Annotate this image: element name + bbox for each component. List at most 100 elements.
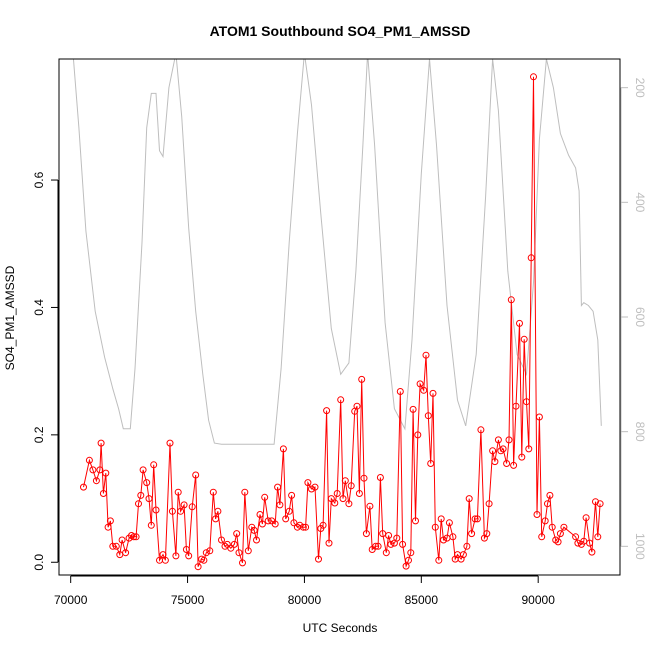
so4-point: [139, 466, 147, 474]
so4-point: [137, 491, 145, 499]
so4-point: [147, 521, 155, 529]
so4-series: [80, 73, 604, 571]
so4-point: [518, 453, 526, 461]
so4-point: [516, 319, 523, 327]
so4-point: [212, 515, 220, 523]
so4-point: [541, 517, 549, 525]
so4-point: [180, 501, 188, 509]
y2-tick-label: 400: [633, 192, 647, 212]
plot-area: [72, 59, 604, 571]
so4-point: [315, 555, 322, 563]
so4-point: [96, 466, 104, 474]
so4-point: [409, 405, 417, 413]
so4-point: [214, 507, 222, 515]
so4-point: [230, 540, 238, 548]
so4-point: [256, 511, 264, 518]
so4-point: [525, 445, 533, 453]
so4-point: [387, 540, 395, 548]
so4-point: [538, 533, 546, 541]
so4-point: [161, 556, 169, 564]
so4-point: [374, 542, 382, 550]
so4-point: [182, 546, 190, 553]
so4-point: [339, 495, 347, 503]
so4-point: [494, 436, 502, 444]
so4-point: [473, 515, 481, 523]
so4-point: [337, 396, 345, 404]
so4-point: [166, 439, 174, 447]
so4-point: [345, 500, 353, 508]
so4-point: [118, 536, 126, 544]
so4-point: [250, 526, 258, 534]
so4-point: [491, 458, 499, 466]
so4-point: [194, 563, 202, 571]
altitude-line: [72, 59, 602, 445]
so4-point: [530, 73, 537, 81]
so4-point: [382, 549, 390, 557]
so4-point: [399, 540, 407, 548]
so4-point: [323, 407, 331, 415]
so4-point: [449, 533, 457, 541]
so4-point: [130, 533, 138, 541]
x-tick-label: 90000: [522, 593, 556, 607]
so4-point: [143, 479, 151, 487]
so4-point: [304, 479, 312, 487]
so4-point: [341, 477, 349, 485]
so4-point: [372, 542, 380, 550]
so4-point: [422, 351, 430, 359]
so4-point: [477, 426, 485, 434]
so4-point: [402, 562, 410, 570]
so4-point: [276, 501, 284, 509]
y-tick-label: 0.6: [32, 171, 46, 188]
so4-point: [253, 536, 260, 544]
so4-point: [594, 533, 602, 541]
so4-point: [168, 507, 176, 515]
so4-point: [174, 488, 182, 496]
so4-point: [99, 490, 107, 497]
so4-point: [592, 498, 599, 506]
so4-point: [177, 507, 185, 515]
y2-tick-label: 200: [633, 78, 647, 98]
so4-point: [405, 556, 412, 564]
so4-point: [424, 412, 432, 420]
so4-point: [497, 447, 505, 455]
so4-point: [285, 507, 293, 515]
so4-point: [333, 490, 341, 497]
so4-point: [104, 523, 112, 531]
so4-point: [319, 521, 327, 529]
so4-point: [512, 402, 520, 410]
so4-point: [435, 556, 443, 564]
so4-point: [80, 483, 87, 491]
so4-point: [206, 547, 214, 555]
so4-point: [188, 503, 196, 511]
so4-point: [520, 335, 528, 343]
so4-point: [327, 495, 335, 503]
plot-frame: [58, 58, 621, 576]
so4-point: [106, 517, 114, 525]
so4-point: [358, 375, 366, 383]
so4-point: [463, 542, 471, 550]
so4-point: [366, 502, 374, 510]
x-tick-label: 85000: [405, 593, 439, 607]
so4-point: [485, 500, 493, 508]
so4-point: [299, 523, 307, 531]
so4-point: [385, 532, 393, 539]
so4-point: [145, 495, 153, 503]
so4-point: [414, 431, 422, 439]
so4-point: [241, 488, 249, 496]
so4-point: [223, 540, 231, 548]
so4-point: [468, 530, 476, 538]
so4-point: [535, 413, 543, 421]
so4-point: [185, 552, 193, 560]
so4-point: [264, 517, 272, 525]
so4-point: [360, 474, 368, 482]
so4-point: [510, 461, 518, 469]
so4-point: [362, 530, 370, 538]
so4-point: [302, 523, 310, 531]
so4-point: [533, 511, 541, 518]
so4-point: [233, 530, 241, 538]
so4-point: [239, 559, 246, 567]
so4-point: [429, 389, 437, 397]
so4-point: [209, 488, 217, 496]
so4-point: [97, 439, 105, 447]
